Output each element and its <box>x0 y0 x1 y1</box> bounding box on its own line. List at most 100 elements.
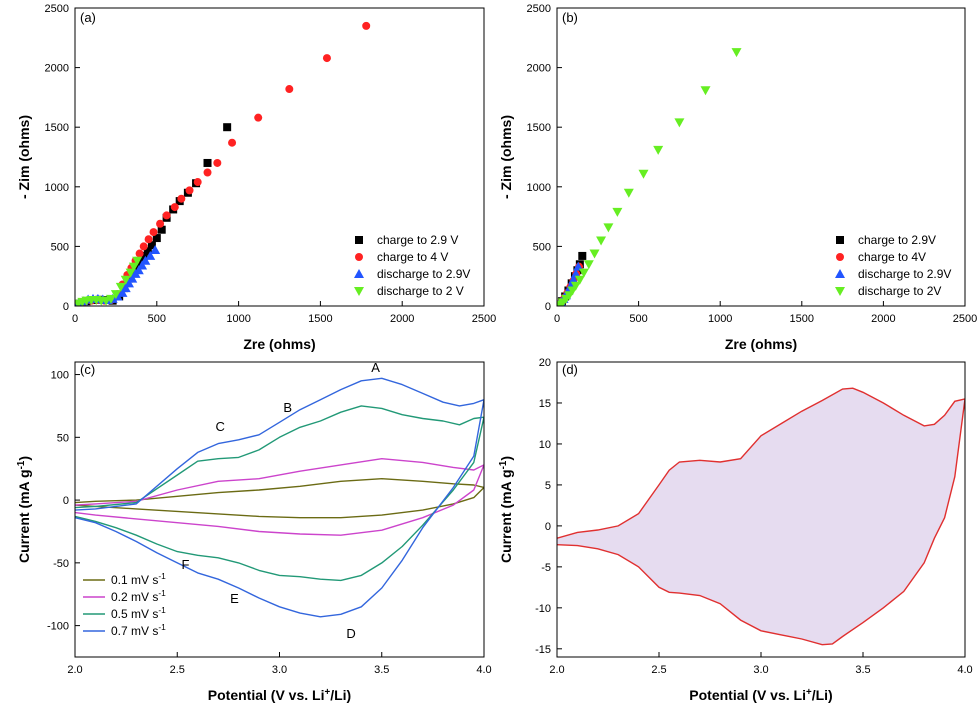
data-point <box>573 261 584 271</box>
data-point <box>123 278 134 288</box>
panel-label: (a) <box>80 10 96 25</box>
legend-marker <box>835 269 845 278</box>
y-tick-label: 2000 <box>527 63 551 75</box>
x-tick-label: 2.5 <box>170 664 185 676</box>
y-tick-label: 5 <box>545 480 551 492</box>
data-point <box>117 287 128 297</box>
y-tick-label: 2500 <box>527 3 551 15</box>
y-tick-label: 100 <box>51 370 69 382</box>
legend-label: charge to 4 V <box>377 250 448 264</box>
cv-area-fill <box>557 388 965 645</box>
peak-label: C <box>215 419 224 434</box>
x-axis-label: Zre (ohms) <box>725 336 797 352</box>
data-point <box>185 186 194 195</box>
data-point <box>157 225 166 234</box>
y-axis-label: - Zim (ohms) <box>16 115 32 199</box>
data-point <box>362 21 371 30</box>
legend-label: charge to 4V <box>858 250 926 264</box>
data-point <box>135 259 144 268</box>
x-tick-label: 4.0 <box>476 664 491 676</box>
peak-label: A <box>371 360 380 375</box>
x-tick-label: 2500 <box>472 313 496 325</box>
data-point <box>140 255 151 265</box>
series-3 <box>75 256 143 306</box>
y-tick-label: 15 <box>539 398 551 410</box>
data-point <box>133 265 144 275</box>
data-point <box>127 273 138 283</box>
x-tick-label: 0 <box>72 313 78 325</box>
x-tick-label: 1500 <box>308 313 332 325</box>
x-tick-label: 1000 <box>226 313 250 325</box>
legend-label: 0.1 mV s-1 <box>111 571 166 587</box>
data-point <box>170 203 179 212</box>
data-point <box>137 260 148 270</box>
data-point <box>570 268 581 278</box>
legend-label: 0.5 mV s-1 <box>111 605 166 621</box>
data-point <box>674 118 685 128</box>
data-point <box>574 275 585 285</box>
data-point <box>162 211 171 220</box>
data-point <box>612 207 623 217</box>
series-line-3 <box>75 377 484 618</box>
series-line-2 <box>75 405 484 582</box>
peak-label: B <box>283 400 292 415</box>
data-point <box>223 123 232 132</box>
data-point <box>213 158 222 167</box>
series-line-0 <box>75 478 484 519</box>
data-point <box>132 256 143 266</box>
data-point <box>203 158 212 167</box>
y-tick-label: 1000 <box>527 182 551 194</box>
x-tick-label: 3.5 <box>374 664 389 676</box>
data-point <box>731 48 742 58</box>
plot-frame <box>556 7 966 307</box>
y-tick-label: 2500 <box>45 3 69 15</box>
legend-marker <box>835 287 845 296</box>
y-axis-label: Current (mA g-1) <box>498 456 515 563</box>
data-point <box>570 281 581 291</box>
x-tick-label: 2000 <box>871 313 895 325</box>
legend-label: 0.2 mV s-1 <box>111 588 166 604</box>
data-point <box>568 274 579 284</box>
data-point <box>203 168 212 177</box>
x-tick-label: 3.0 <box>272 664 287 676</box>
panel-label: (c) <box>80 362 95 377</box>
y-tick-label: 0 <box>63 301 69 313</box>
legend-label: discharge to 2 V <box>377 284 464 298</box>
legend-marker <box>836 236 844 244</box>
data-point <box>596 236 607 246</box>
data-point <box>145 250 156 260</box>
legend-label: discharge to 2.9V <box>377 267 470 281</box>
data-point <box>156 219 165 228</box>
data-point <box>150 244 161 254</box>
data-point <box>110 290 121 300</box>
x-axis-label: Potential (V vs. Li+/Li) <box>208 687 351 704</box>
data-point <box>132 263 141 272</box>
y-tick-label: 1500 <box>527 122 551 134</box>
y-tick-label: -15 <box>535 644 551 656</box>
legend-marker <box>355 236 363 244</box>
x-tick-label: 3.0 <box>753 664 768 676</box>
data-point <box>638 169 649 179</box>
cv-lower-curve <box>557 398 965 646</box>
y-axis-label: - Zim (ohms) <box>498 115 514 199</box>
data-point <box>144 235 153 244</box>
data-point <box>589 249 600 259</box>
data-point <box>653 145 664 155</box>
y-tick-label: 1000 <box>45 182 69 194</box>
data-point <box>177 194 186 203</box>
data-point <box>228 138 237 147</box>
peak-label: D <box>346 626 355 641</box>
y-tick-label: -100 <box>47 621 69 633</box>
peak-label: E <box>230 591 239 606</box>
x-tick-label: 4.0 <box>957 664 972 676</box>
legend-marker <box>355 253 363 261</box>
y-tick-label: 0 <box>545 301 551 313</box>
data-point <box>285 85 294 94</box>
data-point <box>322 54 331 63</box>
chart-panel-d: 2.0 2.5 3.0 3.5 4.0 -15 -10 -5 0 5 10 15 20 Potential… <box>498 357 973 703</box>
y-tick-label: 1500 <box>45 122 69 134</box>
x-tick-label: 2500 <box>953 313 977 325</box>
legend-marker <box>836 253 844 261</box>
plot-area <box>75 377 484 618</box>
x-tick-label: 500 <box>148 313 166 325</box>
